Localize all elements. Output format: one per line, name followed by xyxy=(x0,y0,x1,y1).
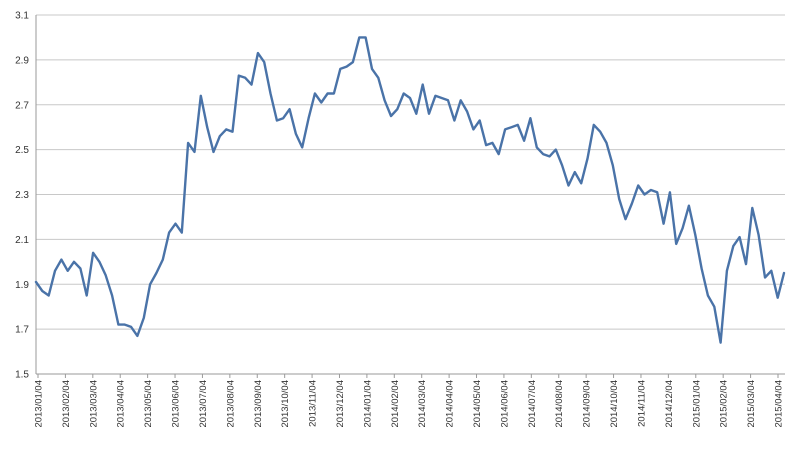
y-tick-label: 2.7 xyxy=(15,100,29,111)
x-tick-label: 2013/08/04 xyxy=(225,380,236,428)
x-tick-label: 2014/12/04 xyxy=(664,380,675,428)
x-tick-label: 2015/02/04 xyxy=(719,380,730,428)
x-tick-label: 2014/09/04 xyxy=(582,380,593,428)
y-tick-label: 2.5 xyxy=(15,145,29,156)
x-tick-label: 2013/10/04 xyxy=(280,380,291,428)
y-tick-label: 2.9 xyxy=(15,55,29,66)
x-tick-label: 2013/09/04 xyxy=(253,380,264,428)
x-tick-label: 2015/03/04 xyxy=(746,380,757,428)
x-tick-label: 2014/04/04 xyxy=(445,380,456,428)
y-tick-label: 1.7 xyxy=(15,325,29,336)
x-tick-label: 2013/05/04 xyxy=(143,380,154,428)
x-tick-label: 2014/02/04 xyxy=(390,380,401,428)
x-tick-label: 2014/10/04 xyxy=(609,380,620,428)
y-tick-label: 2.3 xyxy=(15,190,29,201)
x-tick-label: 2015/04/04 xyxy=(774,380,785,428)
x-tick-label: 2015/01/04 xyxy=(691,380,702,428)
x-tick-label: 2014/07/04 xyxy=(527,380,538,428)
y-axis-ticks: 1.5 1.7 1.9 2.1 2.3 2.5 2.7 2.9 3.1 xyxy=(15,11,29,381)
x-tick-label: 2014/06/04 xyxy=(499,380,510,428)
x-tick-label: 2014/08/04 xyxy=(554,380,565,428)
y-tick-label: 1.5 xyxy=(15,370,29,381)
x-tick-label: 2014/05/04 xyxy=(472,380,483,428)
x-tick-label: 2013/02/04 xyxy=(61,380,72,428)
x-tick-label: 2014/03/04 xyxy=(417,380,428,428)
x-tick-label: 2014/01/04 xyxy=(362,380,373,428)
series-line xyxy=(34,36,786,344)
y-tick-label: 1.9 xyxy=(15,280,29,291)
x-tick-label: 2013/11/04 xyxy=(308,380,319,427)
y-tick-label: 2.1 xyxy=(15,235,29,246)
x-tick-label: 2013/06/04 xyxy=(171,380,182,428)
x-tick-label: 2013/12/04 xyxy=(335,380,346,428)
y-tick-label: 3.1 xyxy=(15,11,29,22)
x-tick-label: 2013/01/04 xyxy=(34,380,45,428)
x-tick-label: 2013/04/04 xyxy=(116,380,127,428)
x-axis-ticks: 2013/01/04 2013/02/04 2013/03/04 2013/04/04… xyxy=(34,374,785,428)
x-tick-label: 2013/07/04 xyxy=(198,380,209,428)
x-tick-label: 2013/03/04 xyxy=(88,380,99,428)
x-tick-label: 2014/11/04 xyxy=(636,380,647,427)
gridlines xyxy=(36,14,785,330)
